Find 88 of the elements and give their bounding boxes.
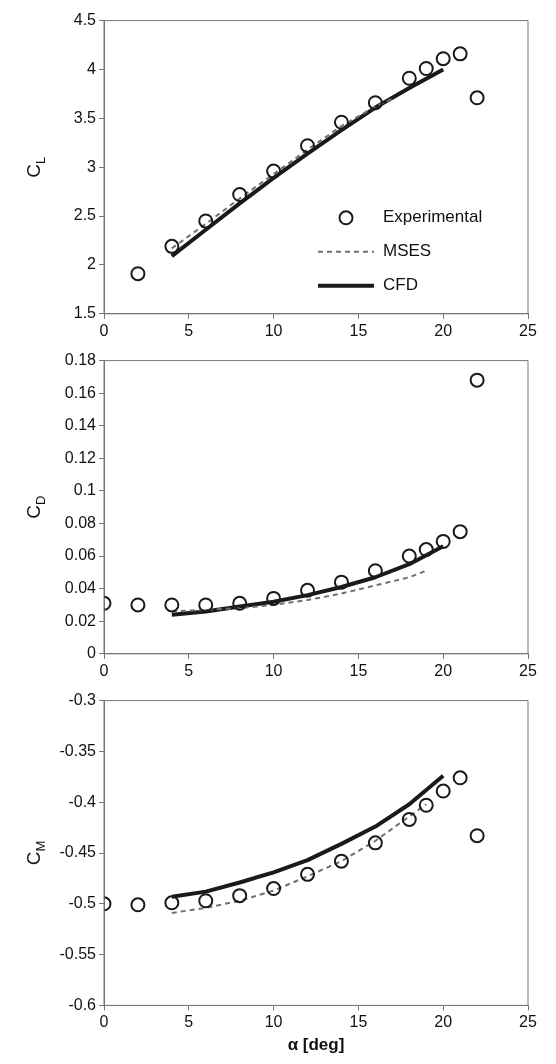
point [333,853,349,869]
y-tick-label: 0.04 [64,579,97,597]
point [401,548,417,564]
point [435,51,451,67]
x-tick-label: 0 [99,321,109,339]
point [232,187,248,203]
point [367,563,383,579]
y-tick-label: 0 [87,644,97,662]
x-tick-label: 10 [264,321,283,339]
y-tick-label: -0.45 [59,843,97,861]
y-tick-label: 0.18 [64,351,97,369]
point [333,114,349,130]
x-tick-label: 0 [99,1013,109,1031]
x-tick-label: 5 [184,1013,194,1031]
y-tick-label: 1.5 [73,304,97,322]
point [401,70,417,86]
y-tick-label: 0.16 [64,383,97,401]
y-tick-label: 0.14 [64,416,97,434]
point [164,597,180,613]
y-tick-label: -0.4 [68,792,97,810]
x-tick-label: 15 [349,661,368,679]
point [452,46,468,62]
y-axis-title: CM [23,840,48,866]
legend-label: MSES [383,241,432,261]
point [300,866,316,882]
point [418,60,434,76]
y-tick-label: -0.35 [59,741,97,759]
point [469,828,485,844]
legend-label: CFD [383,275,418,295]
point [198,213,214,229]
y-tick-label: 4 [87,59,97,77]
y-tick-label: 4.5 [73,11,97,29]
point [367,835,383,851]
point [469,372,485,388]
y-tick-label: 2.5 [73,206,97,224]
point [198,597,214,613]
y-tick-label: -0.6 [68,995,97,1013]
point [367,95,383,111]
point [130,897,146,913]
point [130,266,146,282]
point [232,888,248,904]
y-tick-label: 0.12 [64,448,97,466]
x-tick-label: 0 [99,661,109,679]
x-tick-label: 20 [434,661,453,679]
x-tick-label: 5 [184,321,194,339]
point [300,582,316,598]
point [266,881,282,897]
x-tick-label: 25 [519,321,537,339]
x-tick-label: 15 [349,1013,368,1031]
point [232,595,248,611]
point [435,783,451,799]
x-tick-label: 10 [264,661,283,679]
x-tick-label: 15 [349,321,368,339]
y-tick-label: 0.08 [64,513,97,531]
x-tick-label: 25 [519,661,537,679]
y-tick-label: -0.5 [68,894,97,912]
point [300,138,316,154]
point [418,542,434,558]
y-tick-label: 0.1 [73,481,97,499]
point [198,893,214,909]
point [130,597,146,613]
y-tick-label: 3 [87,157,97,175]
y-axis-title: CD [23,495,48,519]
x-tick-label: 20 [434,1013,453,1031]
point [266,163,282,179]
y-tick-label: 0.06 [64,546,97,564]
x-tick-label: 25 [519,1013,537,1031]
point [418,797,434,813]
legend-label: Experimental [383,207,483,227]
x-tick-label: 10 [264,1013,283,1031]
point [452,770,468,786]
y-tick-label: -0.3 [68,691,97,709]
point [333,574,349,590]
point [164,895,180,911]
y-tick-label: 0.02 [64,611,97,629]
point [452,524,468,540]
point [435,533,451,549]
y-tick-label: 2 [87,255,97,273]
point [164,238,180,254]
x-tick-label: 20 [434,321,453,339]
x-axis-title: α [deg] [287,1035,345,1055]
point [401,811,417,827]
y-tick-label: -0.55 [59,945,97,963]
y-axis-title: CL [23,156,48,178]
point [469,90,485,106]
y-tick-label: 3.5 [73,108,97,126]
x-tick-label: 5 [184,661,194,679]
point [266,590,282,606]
